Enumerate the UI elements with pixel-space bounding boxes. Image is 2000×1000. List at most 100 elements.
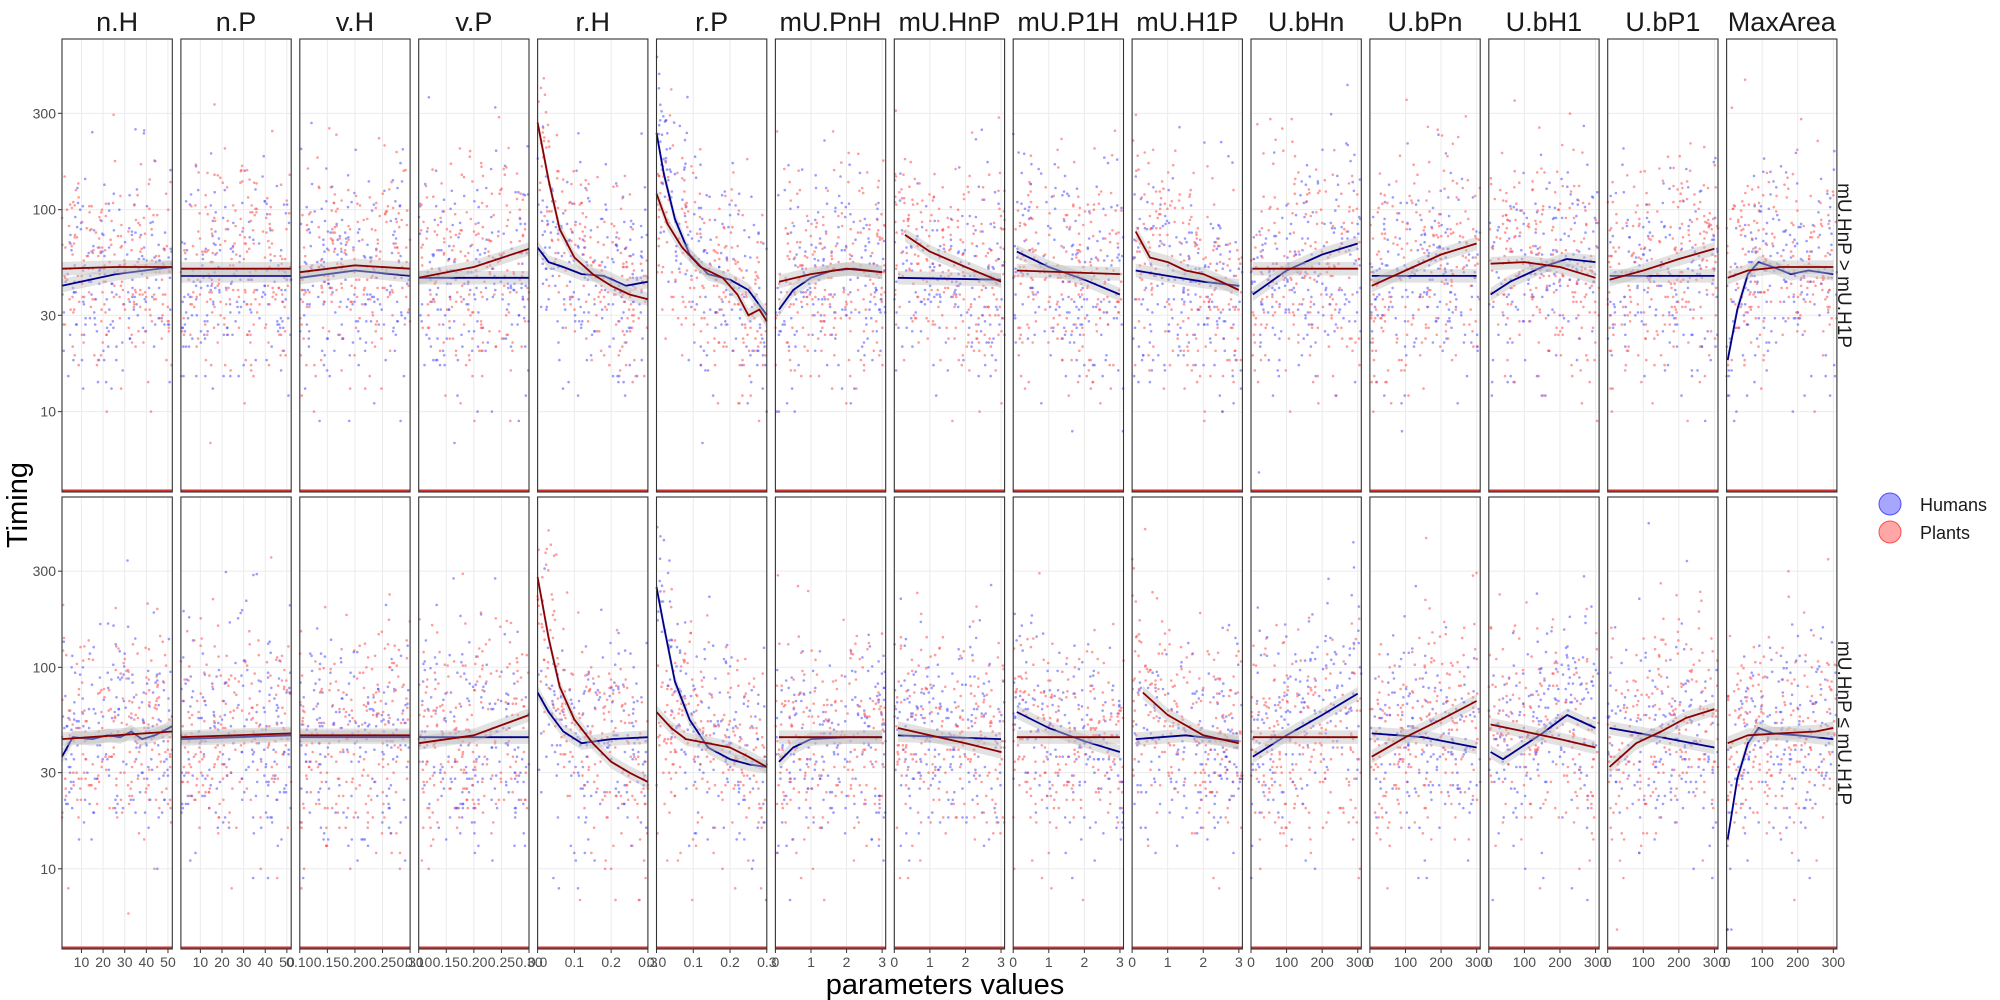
point-plants [906,219,910,223]
point-humans [1332,231,1336,234]
point-plants [1056,148,1059,152]
point-humans [899,172,902,175]
point-plants [465,211,469,214]
point-plants [160,320,164,323]
point-plants [1308,311,1312,314]
point-humans [201,253,205,256]
point-plants [383,144,386,147]
point-plants [597,295,600,299]
point-humans [310,121,313,125]
point-plants [894,267,898,271]
point-humans [307,330,311,333]
point-plants [376,286,379,290]
point-humans [867,237,870,240]
point-plants [132,300,136,304]
point-humans [933,295,936,299]
point-plants [308,291,311,294]
point-plants [204,205,207,209]
point-humans [1082,298,1086,301]
point-humans [1078,333,1082,337]
point-plants [1350,221,1354,225]
point-humans [184,311,188,314]
point-plants [806,349,809,353]
point-plants [1396,337,1399,340]
point-humans [697,206,701,210]
point-plants [104,280,107,284]
point-plants [1077,293,1080,296]
point-plants [429,293,432,296]
point-plants [1275,300,1278,304]
point-plants [278,333,281,337]
point-plants [1228,358,1231,362]
point-plants [953,305,956,309]
point-humans [862,341,866,344]
point-humans [1194,293,1197,296]
point-humans [539,305,543,309]
point-humans [231,244,235,248]
point-plants [1330,314,1333,317]
point-humans [105,326,109,330]
point-humans [1133,193,1136,196]
point-plants [788,180,791,184]
point-plants [195,345,198,348]
point-humans [1380,262,1384,266]
point-humans [467,303,470,306]
point-plants [520,274,524,278]
point-plants [119,284,123,288]
point-plants [908,185,911,188]
point-humans [1419,293,1422,296]
point-plants [1385,380,1388,384]
point-plants [443,240,446,244]
point-humans [657,72,661,76]
point-plants [103,303,106,306]
point-humans [149,221,152,225]
point-humans [369,293,372,296]
point-plants [726,269,730,272]
point-humans [1560,177,1563,181]
point-humans [1530,293,1534,296]
point-humans [1074,253,1078,256]
point-plants [480,349,483,353]
point-plants [1023,387,1027,390]
point-plants [878,236,882,239]
point-plants [150,227,153,231]
point-humans [183,323,187,326]
point-plants [216,284,219,288]
point-plants [1455,182,1459,185]
point-plants [1375,380,1379,384]
point-humans [844,205,848,209]
point-plants [1416,173,1419,176]
point-plants [354,326,358,330]
point-plants [1047,300,1051,304]
point-plants [930,269,934,272]
point-humans [307,227,311,231]
point-plants [403,323,407,326]
point-humans [811,333,814,337]
point-humans [572,259,576,262]
point-plants [488,270,492,274]
point-plants [426,303,430,306]
point-humans [322,303,325,306]
point-plants [1232,305,1235,309]
point-humans [540,219,544,223]
point-humans [989,374,992,378]
point-plants [354,194,358,198]
point-plants [755,274,759,278]
point-humans [1336,183,1340,186]
point-plants [1091,234,1095,238]
point-plants [1424,323,1428,326]
point-humans [1507,237,1511,240]
point-humans [1298,253,1301,256]
point-humans [277,323,281,326]
point-plants [451,248,454,252]
point-plants [1580,402,1584,405]
point-humans [1080,305,1084,309]
point-humans [723,190,727,193]
point-plants [632,314,636,317]
point-humans [973,298,976,301]
point-plants [801,326,805,330]
point-plants [286,284,290,288]
point-humans [391,330,395,333]
point-humans [287,221,291,225]
point-plants [368,298,372,301]
